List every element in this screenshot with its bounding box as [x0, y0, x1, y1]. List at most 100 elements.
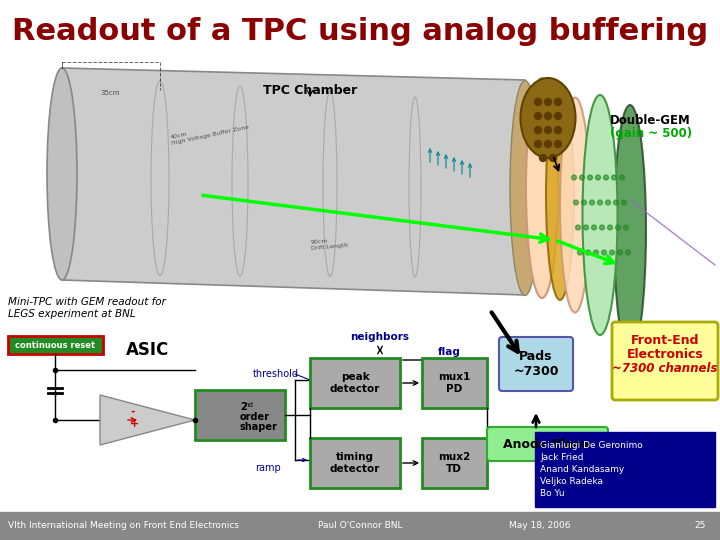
FancyBboxPatch shape [422, 358, 487, 408]
Circle shape [544, 98, 552, 105]
Text: mux1
PD: mux1 PD [438, 372, 470, 394]
Ellipse shape [47, 68, 77, 280]
Circle shape [575, 225, 580, 230]
Text: Pads
~7300: Pads ~7300 [513, 350, 559, 378]
Text: VIth International Meeting on Front End Electronics: VIth International Meeting on Front End … [8, 522, 239, 530]
Text: shaper: shaper [240, 422, 278, 432]
Text: threshold: threshold [253, 369, 299, 379]
Polygon shape [100, 395, 195, 445]
Circle shape [618, 250, 623, 255]
FancyBboxPatch shape [310, 358, 400, 408]
FancyBboxPatch shape [8, 336, 103, 354]
Ellipse shape [546, 90, 574, 300]
Circle shape [582, 200, 587, 205]
FancyBboxPatch shape [487, 427, 608, 461]
Circle shape [574, 200, 578, 205]
Ellipse shape [526, 78, 558, 298]
Circle shape [554, 140, 562, 147]
Circle shape [603, 175, 608, 180]
Circle shape [544, 140, 552, 147]
Circle shape [539, 154, 546, 161]
Circle shape [534, 98, 541, 105]
Circle shape [600, 225, 605, 230]
Circle shape [583, 225, 588, 230]
Circle shape [624, 225, 629, 230]
Polygon shape [62, 68, 525, 295]
Circle shape [588, 175, 593, 180]
Circle shape [534, 126, 541, 133]
Text: Paul O'Connor BNL: Paul O'Connor BNL [318, 522, 402, 530]
Circle shape [606, 200, 611, 205]
Text: Double-GEM: Double-GEM [610, 113, 690, 126]
Text: Front-End: Front-End [631, 334, 699, 347]
Circle shape [572, 175, 577, 180]
Text: order: order [240, 412, 270, 422]
Text: TPC Chamber: TPC Chamber [263, 84, 357, 97]
Text: (gain ~ 500): (gain ~ 500) [610, 126, 692, 139]
Circle shape [554, 112, 562, 119]
Text: May 18, 2006: May 18, 2006 [509, 522, 571, 530]
Text: ramp: ramp [255, 463, 281, 473]
Text: 35cm: 35cm [100, 90, 120, 96]
Circle shape [534, 140, 541, 147]
Circle shape [580, 175, 585, 180]
Bar [535, 432, 715, 507]
Text: Veljko Radeka: Veljko Radeka [540, 476, 603, 485]
Circle shape [616, 225, 621, 230]
Text: neighbors: neighbors [351, 332, 410, 342]
Text: flag: flag [438, 347, 461, 357]
Text: Mini-TPC with GEM readout for
LEGS experiment at BNL: Mini-TPC with GEM readout for LEGS exper… [8, 297, 166, 319]
Circle shape [554, 126, 562, 133]
Text: nd: nd [244, 402, 253, 408]
Text: ASIC: ASIC [127, 341, 170, 359]
FancyBboxPatch shape [499, 337, 573, 391]
Ellipse shape [510, 80, 540, 295]
FancyBboxPatch shape [612, 322, 718, 400]
Text: mux2
TD: mux2 TD [438, 452, 470, 474]
Circle shape [613, 200, 618, 205]
Circle shape [598, 200, 603, 205]
Text: ~7300 channels: ~7300 channels [612, 361, 718, 375]
Text: timing
detector: timing detector [330, 452, 380, 474]
FancyBboxPatch shape [422, 438, 487, 488]
Circle shape [554, 98, 562, 105]
FancyBboxPatch shape [195, 390, 285, 440]
Circle shape [549, 154, 557, 161]
Text: 25: 25 [694, 522, 706, 530]
Circle shape [601, 250, 606, 255]
Text: 90cm
Drift Length: 90cm Drift Length [310, 237, 348, 251]
Circle shape [592, 225, 596, 230]
Text: Readout of a TPC using analog buffering: Readout of a TPC using analog buffering [12, 17, 708, 46]
Text: -: - [130, 407, 135, 417]
FancyBboxPatch shape [310, 438, 400, 488]
Circle shape [621, 200, 626, 205]
Circle shape [619, 175, 624, 180]
Text: +: + [130, 419, 139, 429]
Circle shape [590, 200, 595, 205]
Circle shape [611, 175, 616, 180]
Text: Bo Yu: Bo Yu [540, 489, 564, 497]
Text: 40cm
High Voltage Buffer Zone: 40cm High Voltage Buffer Zone [170, 119, 250, 146]
Circle shape [544, 112, 552, 119]
Text: peak
detector: peak detector [330, 372, 380, 394]
Circle shape [534, 112, 541, 119]
Bar [0, 512, 720, 540]
Circle shape [610, 250, 614, 255]
Circle shape [585, 250, 590, 255]
Text: Anand Kandasamy: Anand Kandasamy [540, 464, 624, 474]
Text: continuous reset: continuous reset [15, 341, 95, 349]
Circle shape [544, 126, 552, 133]
Circle shape [608, 225, 613, 230]
Ellipse shape [582, 95, 618, 335]
Text: Gianluigi De Geronimo: Gianluigi De Geronimo [540, 441, 643, 449]
Text: 2: 2 [240, 402, 247, 412]
Circle shape [626, 250, 631, 255]
Circle shape [595, 175, 600, 180]
Ellipse shape [560, 98, 590, 313]
Ellipse shape [521, 78, 575, 158]
Circle shape [577, 250, 582, 255]
Text: Anode Plane: Anode Plane [503, 437, 591, 450]
Text: Electronics: Electronics [626, 348, 703, 361]
Ellipse shape [614, 105, 646, 355]
Circle shape [593, 250, 598, 255]
